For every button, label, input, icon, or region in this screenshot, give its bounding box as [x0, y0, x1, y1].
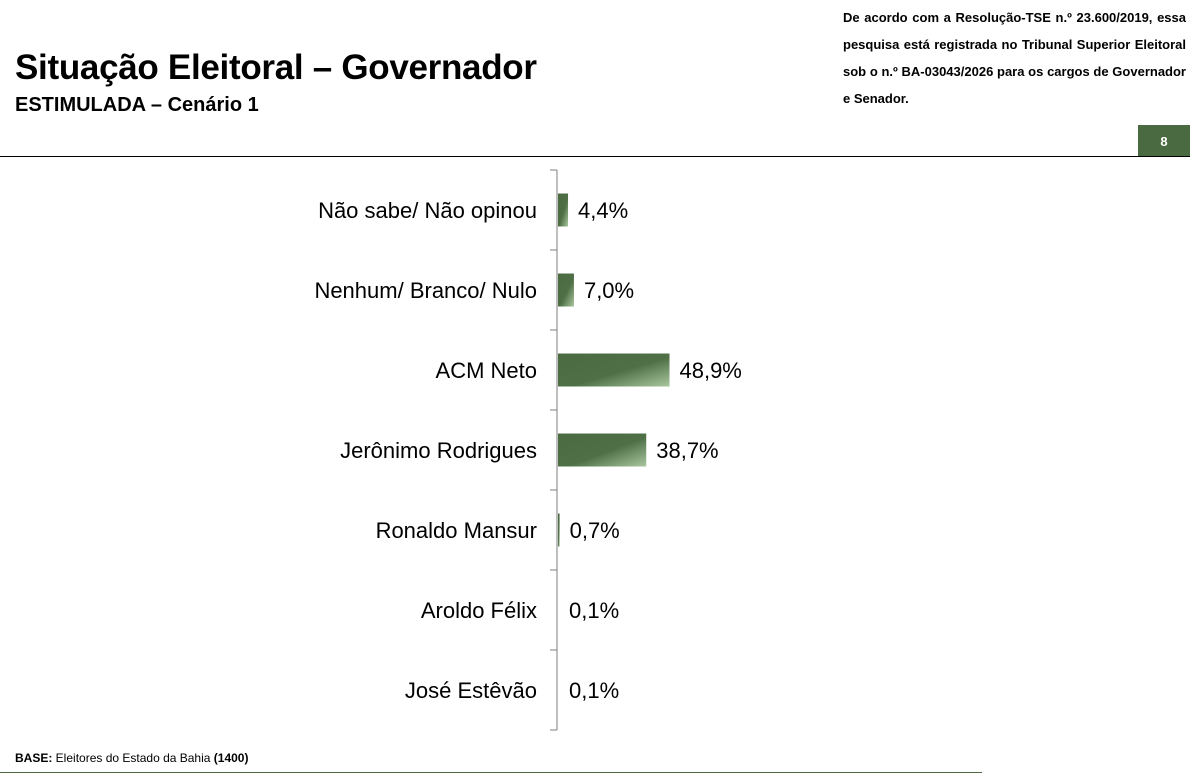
bar [558, 513, 560, 547]
page-number-badge: 8 [1138, 125, 1190, 157]
page-title: Situação Eleitoral – Governador [15, 48, 537, 87]
category-label: Aroldo Félix [421, 598, 537, 623]
data-label: 0,7% [570, 518, 620, 543]
bar-chart: Não sabe/ Não opinou 4,4% Nenhum/ Branco/ … [314, 169, 742, 731]
bar [558, 433, 647, 467]
header-divider [0, 156, 1190, 157]
category-label: ACM Neto [436, 358, 537, 383]
data-label: 4,4% [578, 198, 628, 223]
chart-axis [550, 169, 558, 731]
chart-bars: Não sabe/ Não opinou 4,4% Nenhum/ Branco/ … [314, 193, 742, 703]
data-label: 7,0% [584, 278, 634, 303]
page-subtitle: ESTIMULADA – Cenário 1 [15, 94, 259, 116]
footer-divider [0, 772, 982, 773]
base-text: Eleitores do Estado da Bahia [52, 751, 214, 765]
category-label: José Estêvão [405, 678, 537, 703]
data-label: 48,9% [679, 358, 741, 383]
bar [558, 353, 670, 387]
category-label: Jerônimo Rodrigues [340, 438, 537, 463]
category-label: Ronaldo Mansur [376, 518, 537, 543]
base-count: (1400) [213, 751, 249, 765]
data-label: 0,1% [569, 598, 619, 623]
base-note: BASE: Eleitores do Estado da Bahia (1400… [15, 751, 248, 765]
category-label: Nenhum/ Branco/ Nulo [314, 278, 537, 303]
bar [558, 273, 574, 307]
category-label: Não sabe/ Não opinou [318, 198, 537, 223]
registration-notice: De acordo com a Resolução-TSE n.º 23.600… [843, 10, 1186, 106]
base-label: BASE: [15, 751, 53, 765]
data-label: 38,7% [656, 438, 718, 463]
bar [558, 193, 569, 227]
data-label: 0,1% [569, 678, 619, 703]
